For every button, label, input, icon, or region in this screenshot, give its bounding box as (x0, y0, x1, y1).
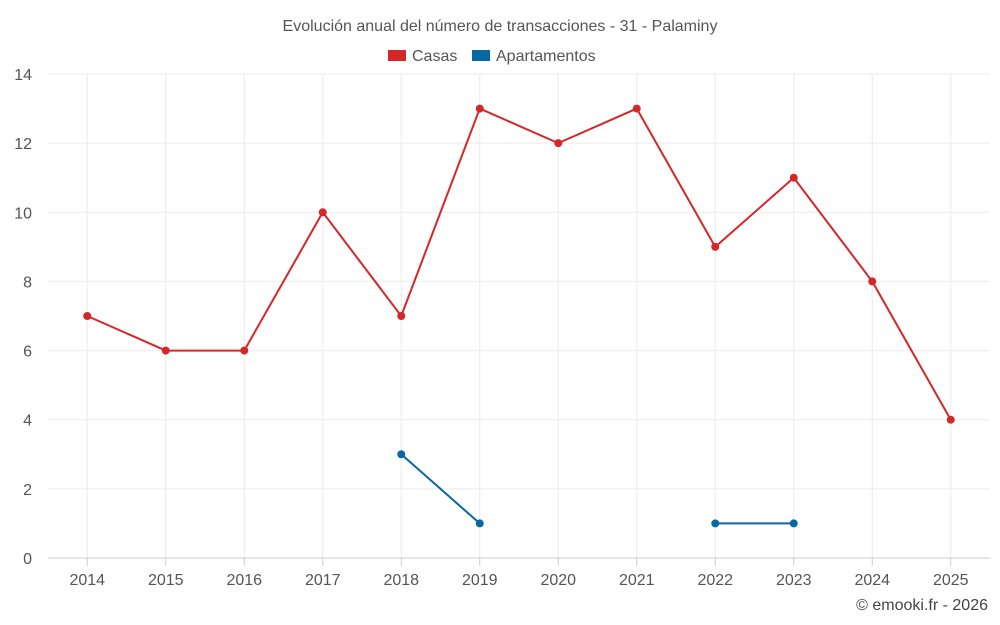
data-point-casas[interactable] (161, 346, 170, 355)
data-point-casas[interactable] (946, 415, 955, 424)
series-casas (83, 104, 955, 424)
x-tick-label: 2024 (854, 572, 890, 589)
x-tick-label: 2025 (933, 572, 969, 589)
data-point-casas[interactable] (83, 312, 92, 320)
data-point-casas[interactable] (318, 208, 327, 217)
x-tick-label: 2015 (148, 572, 184, 589)
x-tick-label: 2016 (226, 572, 262, 589)
chart-title: Evolución anual del número de transaccio… (283, 18, 718, 35)
y-axis-ticks: 0 2 4 6 8 10 12 14 (14, 67, 32, 568)
series-layer (83, 104, 955, 528)
data-point-casas[interactable] (868, 277, 877, 286)
legend-item-apartamentos[interactable]: Apartamentos (472, 48, 596, 65)
data-point-apartamentos[interactable] (397, 450, 406, 459)
legend-label-casas: Casas (412, 48, 457, 65)
legend-label-apartamentos: Apartamentos (496, 48, 596, 65)
data-point-apartamentos[interactable] (475, 519, 484, 528)
x-tick-label: 2014 (69, 572, 105, 589)
y-tick-label: 8 (23, 274, 32, 291)
series-apartamentos (397, 450, 798, 528)
axes (48, 557, 990, 566)
grid (48, 73, 990, 558)
data-point-casas[interactable] (554, 139, 563, 148)
data-point-casas[interactable] (475, 104, 484, 113)
y-tick-label: 10 (14, 205, 32, 222)
y-tick-label: 4 (23, 413, 32, 430)
data-point-casas[interactable] (240, 346, 249, 355)
x-tick-label: 2023 (776, 572, 812, 589)
legend-swatch-casas (388, 50, 406, 61)
data-point-casas[interactable] (397, 312, 406, 320)
x-tick-label: 2021 (619, 572, 655, 589)
series-line-casas (86, 107, 952, 421)
data-point-casas[interactable] (789, 173, 798, 182)
series-line-apartamentos (400, 453, 481, 525)
y-tick-label: 2 (23, 482, 32, 499)
x-tick-label: 2017 (305, 572, 341, 589)
y-tick-label: 0 (23, 551, 32, 568)
data-point-apartamentos[interactable] (789, 519, 798, 528)
x-tick-label: 2019 (462, 572, 498, 589)
x-tick-label: 2020 (540, 572, 576, 589)
y-tick-label: 6 (23, 344, 32, 361)
x-tick-label: 2022 (697, 572, 733, 589)
legend[interactable]: Casas Apartamentos (388, 48, 596, 65)
credit-text: © emooki.fr - 2026 (856, 597, 988, 614)
legend-swatch-apartamentos (472, 50, 490, 61)
data-point-casas[interactable] (711, 242, 720, 251)
legend-item-casas[interactable]: Casas (388, 48, 457, 65)
y-tick-label: 14 (14, 67, 32, 84)
data-point-casas[interactable] (632, 104, 641, 113)
data-point-apartamentos[interactable] (711, 519, 720, 528)
y-tick-label: 12 (14, 136, 32, 153)
x-axis-ticks: 2014 2015 2016 2017 2018 2019 2020 2021 2022 2023… (69, 572, 968, 589)
x-tick-label: 2018 (383, 572, 419, 589)
